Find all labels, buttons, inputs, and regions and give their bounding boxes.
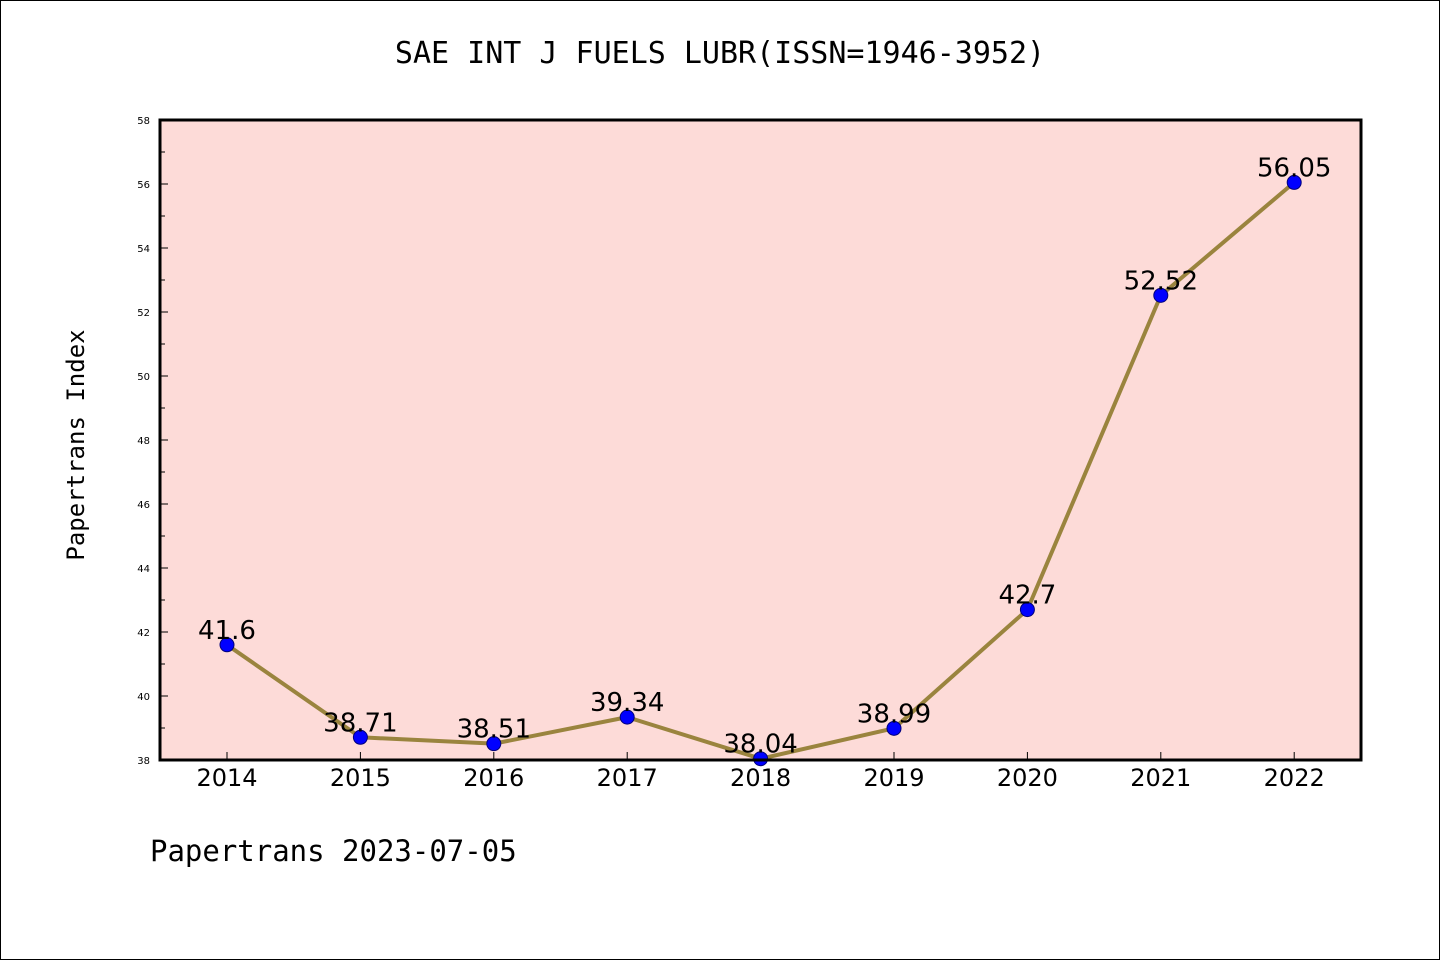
y-tick-label: 52: [137, 308, 150, 319]
y-tick-label: 38: [137, 756, 150, 767]
y-tick-label: 46: [137, 500, 150, 511]
data-label: 52.52: [1124, 266, 1198, 296]
x-tick-label: 2019: [863, 764, 924, 792]
plot-area: [160, 120, 1361, 760]
x-tick-label: 2020: [997, 764, 1058, 792]
data-point: [352, 729, 368, 745]
y-tick-label: 50: [137, 372, 150, 383]
data-label: 38.04: [723, 730, 797, 760]
data-label: 39.34: [590, 688, 664, 718]
data-label: 56.05: [1257, 153, 1331, 183]
y-tick-label: 58: [137, 116, 150, 127]
y-tick-label: 42: [137, 628, 150, 639]
data-label: 41.6: [198, 616, 256, 646]
plot-border: [158, 118, 1363, 762]
x-tick-label: 2014: [196, 764, 257, 792]
data-label: 38.71: [323, 708, 397, 738]
data-label: 42.7: [998, 581, 1056, 611]
data-point: [1153, 287, 1169, 303]
footer-text: Papertrans 2023-07-05: [150, 834, 517, 868]
x-tick-label: 2022: [1264, 764, 1325, 792]
y-tick-label: 48: [137, 436, 150, 447]
data-point: [1019, 602, 1035, 618]
x-tick-label: 2016: [463, 764, 524, 792]
data-label: 38.99: [857, 699, 931, 729]
y-tick-label: 44: [137, 564, 150, 575]
y-tick-label: 54: [137, 244, 150, 255]
y-tick-label: 40: [137, 692, 150, 703]
chart-title: SAE INT J FUELS LUBR(ISSN=1946-3952): [394, 36, 1046, 71]
data-point: [619, 709, 635, 725]
x-tick-label: 2021: [1130, 764, 1191, 792]
x-tick-label: 2018: [730, 764, 791, 792]
data-point: [1286, 174, 1302, 190]
data-point: [486, 736, 502, 752]
y-tick-label: 56: [137, 180, 150, 191]
data-point: [219, 637, 235, 653]
data-point: [886, 720, 902, 736]
data-label: 38.51: [457, 715, 531, 745]
x-tick-label: 2015: [330, 764, 391, 792]
x-tick-label: 2017: [597, 764, 658, 792]
